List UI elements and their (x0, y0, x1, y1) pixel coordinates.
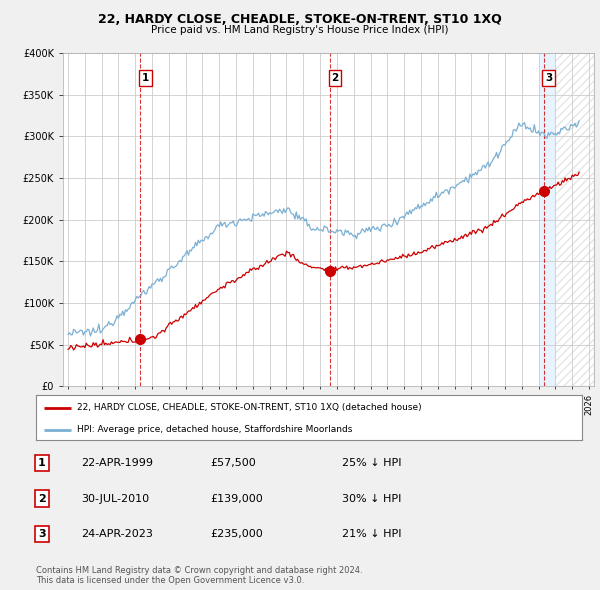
Text: 30-JUL-2010: 30-JUL-2010 (81, 494, 149, 503)
Text: 22-APR-1999: 22-APR-1999 (81, 458, 153, 468)
Bar (539, 53, 556, 386)
Text: HPI: Average price, detached house, Staffordshire Moorlands: HPI: Average price, detached house, Staf… (77, 425, 352, 434)
Text: 3: 3 (38, 529, 46, 539)
Text: 25% ↓ HPI: 25% ↓ HPI (342, 458, 401, 468)
Text: Contains HM Land Registry data © Crown copyright and database right 2024.: Contains HM Land Registry data © Crown c… (36, 566, 362, 575)
Text: £139,000: £139,000 (210, 494, 263, 503)
Text: 22, HARDY CLOSE, CHEADLE, STOKE-ON-TRENT, ST10 1XQ: 22, HARDY CLOSE, CHEADLE, STOKE-ON-TRENT… (98, 13, 502, 26)
Text: 2: 2 (331, 73, 338, 83)
Text: 22, HARDY CLOSE, CHEADLE, STOKE-ON-TRENT, ST10 1XQ (detached house): 22, HARDY CLOSE, CHEADLE, STOKE-ON-TRENT… (77, 403, 422, 412)
Text: 21% ↓ HPI: 21% ↓ HPI (342, 529, 401, 539)
Text: 30% ↓ HPI: 30% ↓ HPI (342, 494, 401, 503)
Text: This data is licensed under the Open Government Licence v3.0.: This data is licensed under the Open Gov… (36, 576, 304, 585)
Text: Price paid vs. HM Land Registry's House Price Index (HPI): Price paid vs. HM Land Registry's House … (151, 25, 449, 35)
Text: £235,000: £235,000 (210, 529, 263, 539)
Text: 24-APR-2023: 24-APR-2023 (81, 529, 153, 539)
Text: 2: 2 (38, 494, 46, 503)
Text: £57,500: £57,500 (210, 458, 256, 468)
Text: 3: 3 (545, 73, 552, 83)
Text: 1: 1 (142, 73, 149, 83)
Bar (556, 53, 594, 386)
Text: 1: 1 (38, 458, 46, 468)
